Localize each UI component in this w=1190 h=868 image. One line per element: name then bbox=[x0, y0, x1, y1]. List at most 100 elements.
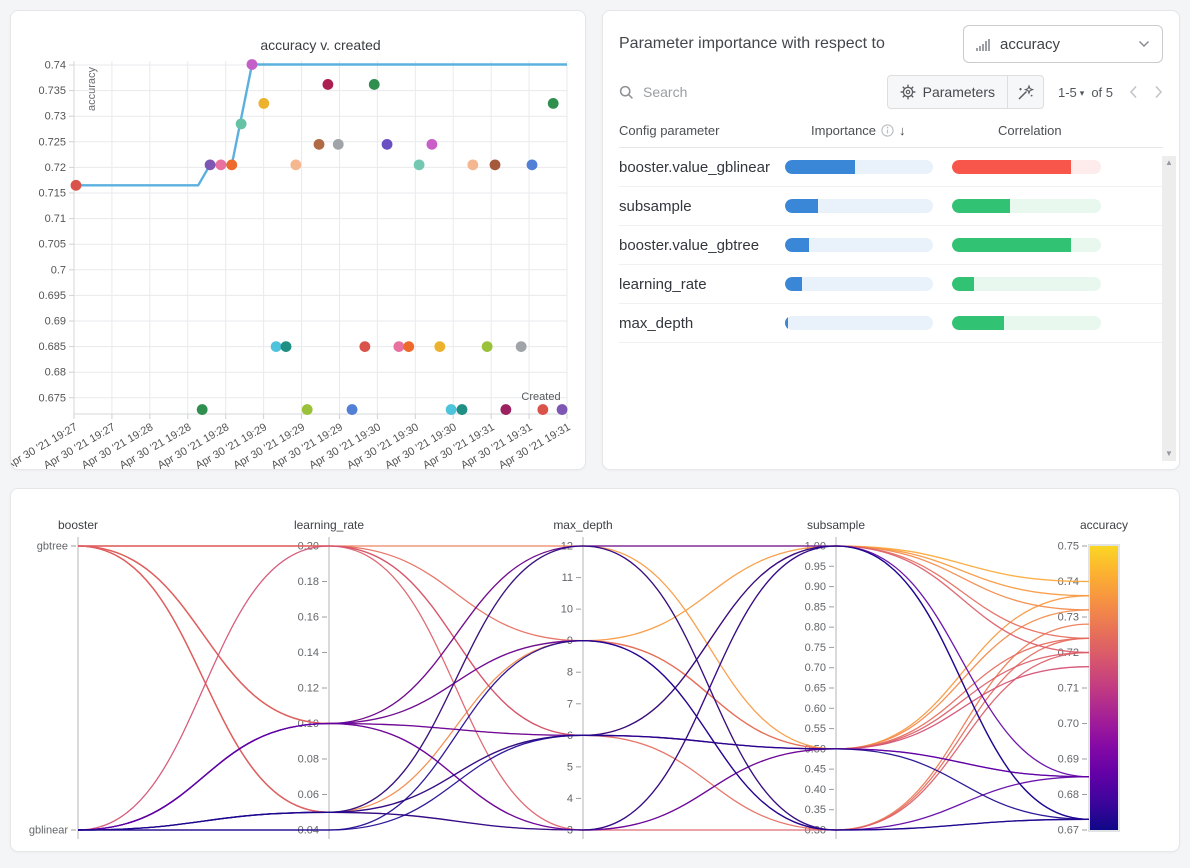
scatter-point[interactable] bbox=[313, 138, 325, 150]
scatter-point[interactable] bbox=[215, 159, 227, 171]
scroll-down-icon[interactable]: ▼ bbox=[1165, 449, 1173, 458]
scatter-point[interactable] bbox=[467, 159, 479, 171]
run-line[interactable] bbox=[77, 545, 1090, 831]
axis-title[interactable]: booster bbox=[58, 518, 98, 532]
pagination-range[interactable]: 1-5 bbox=[1057, 84, 1077, 100]
scatter-point[interactable] bbox=[270, 341, 282, 352]
table-scrollbar[interactable]: ▲ ▼ bbox=[1162, 156, 1176, 461]
scatter-point[interactable] bbox=[258, 98, 270, 109]
scatter-point[interactable] bbox=[226, 159, 238, 171]
parameters-button[interactable]: Parameters bbox=[888, 76, 1007, 108]
pagination-total: of 5 bbox=[1091, 84, 1113, 100]
scroll-up-icon[interactable]: ▲ bbox=[1165, 158, 1173, 167]
scatter-point[interactable] bbox=[322, 79, 334, 90]
parameters-button-label: Parameters bbox=[922, 84, 995, 100]
axis-tick-label: 0.18 bbox=[298, 576, 319, 588]
scatter-point[interactable] bbox=[359, 341, 371, 352]
chart-title: accuracy v. created bbox=[260, 37, 380, 53]
axis-title[interactable]: accuracy bbox=[1080, 518, 1128, 532]
y-tick-label: 0.74 bbox=[45, 60, 66, 72]
scatter-point[interactable] bbox=[426, 138, 438, 150]
y-tick-label: 0.695 bbox=[38, 290, 66, 302]
axis-tick-label: 0.65 bbox=[805, 683, 826, 695]
scatter-point[interactable] bbox=[204, 159, 216, 171]
scatter-point[interactable] bbox=[246, 59, 258, 70]
parallel-coordinates-panel: booster gbtree gblinear learning_rate 0.20 0.… bbox=[10, 488, 1180, 852]
parallel-coordinates-chart[interactable]: boostergbtreegblinearlearning_rate0.200.… bbox=[11, 489, 1179, 851]
scatter-point[interactable] bbox=[537, 404, 549, 415]
scatter-point[interactable] bbox=[456, 404, 468, 415]
scatter-point[interactable] bbox=[381, 138, 393, 150]
scatter-point[interactable] bbox=[526, 159, 538, 171]
scatter-point[interactable] bbox=[500, 404, 512, 415]
parameter-importance-panel: Parameter importance with respect to acc… bbox=[602, 10, 1180, 470]
axis-tick-label: 0.85 bbox=[805, 601, 826, 613]
scatter-point[interactable] bbox=[413, 159, 425, 171]
metric-selector[interactable]: accuracy bbox=[963, 25, 1163, 63]
y-tick-label: 0.685 bbox=[38, 341, 66, 353]
scatter-point[interactable] bbox=[489, 159, 501, 171]
parameter-row[interactable]: subsample bbox=[619, 187, 1163, 226]
scatter-point[interactable] bbox=[70, 179, 82, 191]
axis-tick-label: 0.70 bbox=[805, 662, 826, 674]
axis-tick-label: 0.12 bbox=[298, 683, 319, 695]
scatter-point[interactable] bbox=[393, 341, 405, 352]
parameter-table-body: booster.value_gblinear subsample booster.v… bbox=[619, 148, 1163, 343]
parameter-row[interactable]: max_depth bbox=[619, 304, 1163, 343]
scatter-point[interactable] bbox=[332, 138, 344, 150]
scatter-point[interactable] bbox=[445, 404, 457, 415]
sort-descending-icon[interactable]: ↓ bbox=[899, 123, 906, 138]
y-tick-label: 0.675 bbox=[38, 392, 66, 404]
scatter-point[interactable] bbox=[556, 404, 568, 415]
parameter-row[interactable]: learning_rate bbox=[619, 265, 1163, 304]
table-toolbar: Parameters 1 bbox=[619, 75, 1163, 109]
column-header-correlation[interactable]: Correlation bbox=[998, 123, 1062, 138]
view-options-group: Parameters bbox=[886, 75, 1044, 109]
axis-tick-label: 0.68 bbox=[1058, 789, 1079, 801]
magic-wand-icon bbox=[1018, 83, 1034, 100]
caret-down-icon[interactable]: ▾ bbox=[1079, 87, 1085, 98]
scatter-point[interactable] bbox=[547, 98, 559, 109]
chevron-down-icon bbox=[1139, 41, 1149, 47]
scatter-point[interactable] bbox=[290, 159, 302, 171]
axis-tick-label: 0.75 bbox=[1058, 541, 1079, 553]
parameter-row[interactable]: booster.value_gblinear bbox=[619, 148, 1163, 187]
axis-title[interactable]: learning_rate bbox=[294, 518, 364, 532]
accuracy-colorbar bbox=[1088, 544, 1120, 832]
y-tick-label: 0.705 bbox=[38, 239, 66, 251]
axis-tick-label: 0.90 bbox=[805, 581, 826, 593]
parameter-row[interactable]: booster.value_gbtree bbox=[619, 226, 1163, 265]
axis-tick-label: 0.67 bbox=[1058, 825, 1079, 837]
scatter-point[interactable] bbox=[196, 404, 208, 415]
scatter-point[interactable] bbox=[403, 341, 415, 352]
parameter-name: booster.value_gbtree bbox=[619, 236, 760, 254]
axis-title[interactable]: subsample bbox=[807, 518, 865, 532]
column-header-importance[interactable]: Importance ↓ bbox=[811, 123, 906, 138]
axis-title[interactable]: max_depth bbox=[553, 518, 612, 532]
next-page-button[interactable] bbox=[1154, 85, 1163, 99]
prev-page-button[interactable] bbox=[1129, 85, 1138, 99]
y-tick-label: 0.715 bbox=[38, 188, 66, 200]
importance-bar bbox=[785, 277, 933, 291]
scatter-point[interactable] bbox=[301, 404, 313, 415]
scatter-point[interactable] bbox=[481, 341, 493, 352]
scatter-point[interactable] bbox=[235, 118, 247, 130]
scatter-point[interactable] bbox=[280, 341, 292, 352]
scatter-point[interactable] bbox=[434, 341, 446, 352]
y-tick-label: 0.73 bbox=[45, 111, 66, 123]
y-tick-label: 0.7 bbox=[51, 264, 66, 276]
scatter-point[interactable] bbox=[346, 404, 358, 415]
scatter-point[interactable] bbox=[368, 79, 380, 90]
y-axis-label: accuracy bbox=[86, 66, 98, 111]
chevron-right-icon bbox=[1155, 85, 1163, 99]
search-input[interactable] bbox=[641, 83, 791, 101]
run-line[interactable] bbox=[77, 545, 1090, 831]
scatter-point[interactable] bbox=[515, 341, 527, 352]
column-header-config-parameter[interactable]: Config parameter bbox=[619, 123, 720, 138]
search-box[interactable] bbox=[619, 83, 791, 101]
y-tick-label: 0.725 bbox=[38, 136, 66, 148]
run-line[interactable] bbox=[77, 545, 1090, 831]
magic-wand-button[interactable] bbox=[1006, 76, 1043, 108]
axis-tick-label: 11 bbox=[562, 572, 573, 584]
